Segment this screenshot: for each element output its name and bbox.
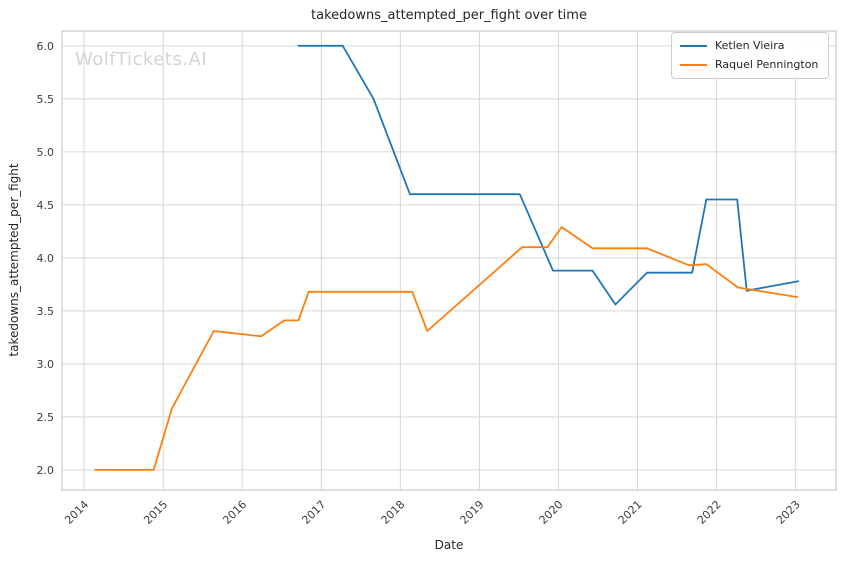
- y-tick-label: 6.0: [37, 40, 55, 53]
- x-tick-label: 2018: [379, 498, 408, 527]
- legend: Ketlen Vieira Raquel Pennington: [671, 32, 830, 80]
- legend-line-ketlen-vieira: [680, 45, 707, 48]
- x-axis-label: Date: [435, 538, 464, 552]
- watermark: WolfTickets.AI: [75, 49, 207, 70]
- series-layer: [94, 44, 799, 471]
- legend-label: Ketlen Vieira: [715, 39, 785, 52]
- y-tick-label: 5.5: [37, 93, 55, 106]
- y-tick-label: 2.5: [37, 411, 55, 424]
- y-tick-label: 4.5: [37, 199, 55, 212]
- tick-layer: 2.0 2.5 3.0 3.5 4.0 4.5 5.0 5.5 6.0 2014 2015 2016 2…: [37, 40, 803, 527]
- y-axis-label: takedowns_attempted_per_fight: [7, 163, 21, 356]
- chart-title: takedowns_attempted_per_fight over time: [311, 8, 587, 23]
- x-tick-label: 2021: [616, 498, 645, 527]
- x-tick-label: 2014: [62, 498, 91, 527]
- y-tick-label: 4.0: [37, 252, 55, 265]
- legend-label: Raquel Pennington: [715, 57, 819, 71]
- y-tick-label: 5.0: [37, 146, 55, 159]
- x-tick-label: 2016: [220, 498, 249, 527]
- y-tick-label: 2.0: [37, 464, 55, 477]
- legend-item-ketlen-vieira: Ketlen Vieira: [680, 39, 818, 53]
- plot-border: [61, 30, 837, 491]
- x-tick-label: 2020: [537, 498, 566, 527]
- y-tick-label: 3.5: [37, 305, 55, 318]
- series-line-raquel-pennington: [94, 226, 799, 471]
- x-tick-label: 2019: [458, 498, 487, 527]
- series-line-ketlen-vieira: [297, 44, 799, 306]
- x-tick-label: 2023: [774, 498, 803, 527]
- legend-item-raquel-pennington: Raquel Pennington: [680, 57, 819, 72]
- x-tick-label: 2022: [695, 498, 724, 527]
- grid-layer: [61, 30, 837, 491]
- x-tick-label: 2017: [299, 498, 328, 527]
- y-tick-label: 3.0: [37, 358, 55, 371]
- legend-line-raquel-pennington: [680, 63, 707, 66]
- x-tick-label: 2015: [141, 498, 170, 527]
